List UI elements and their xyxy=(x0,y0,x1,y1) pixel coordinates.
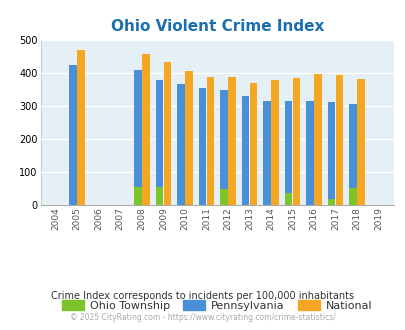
Bar xyxy=(69,65,77,205)
Bar xyxy=(327,102,335,205)
Legend: Ohio Township, Pennsylvania, National: Ohio Township, Pennsylvania, National xyxy=(58,296,376,315)
Bar xyxy=(356,79,364,205)
Bar xyxy=(271,80,278,205)
Text: © 2025 CityRating.com - https://www.cityrating.com/crime-statistics/: © 2025 CityRating.com - https://www.city… xyxy=(70,313,335,322)
Bar xyxy=(349,104,356,205)
Bar xyxy=(313,74,321,205)
Bar xyxy=(263,101,270,205)
Bar xyxy=(77,50,85,205)
Bar xyxy=(206,77,214,205)
Bar xyxy=(284,101,292,205)
Bar xyxy=(198,88,206,205)
Bar xyxy=(134,187,141,205)
Bar xyxy=(241,96,249,205)
Title: Ohio Violent Crime Index: Ohio Violent Crime Index xyxy=(110,19,323,34)
Bar xyxy=(177,84,184,205)
Bar xyxy=(185,71,192,205)
Bar xyxy=(220,189,227,205)
Bar xyxy=(163,62,171,205)
Bar xyxy=(220,90,227,205)
Bar xyxy=(155,187,163,205)
Bar xyxy=(155,80,163,205)
Bar xyxy=(134,70,141,205)
Bar xyxy=(284,193,292,205)
Bar xyxy=(349,188,356,205)
Bar xyxy=(292,78,300,205)
Text: Crime Index corresponds to incidents per 100,000 inhabitants: Crime Index corresponds to incidents per… xyxy=(51,291,354,301)
Bar xyxy=(306,101,313,205)
Bar xyxy=(327,199,335,205)
Bar xyxy=(142,54,149,205)
Bar xyxy=(249,83,257,205)
Bar xyxy=(228,77,235,205)
Bar xyxy=(335,75,343,205)
